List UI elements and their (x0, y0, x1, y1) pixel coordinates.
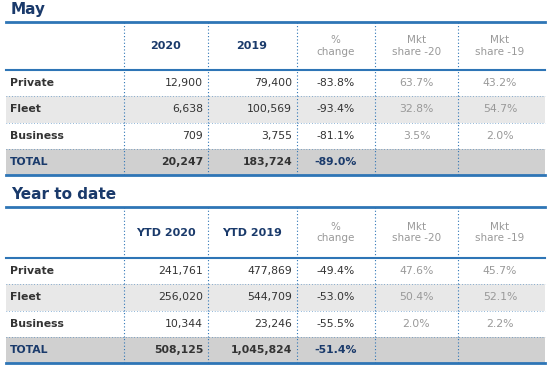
Text: TOTAL: TOTAL (10, 345, 48, 355)
Text: 3.5%: 3.5% (403, 131, 430, 141)
Text: 2019: 2019 (236, 41, 268, 51)
Text: -81.1%: -81.1% (316, 131, 355, 141)
Text: Mkt
share -19: Mkt share -19 (475, 222, 525, 243)
Text: 100,569: 100,569 (247, 105, 292, 114)
Text: 6,638: 6,638 (172, 105, 204, 114)
Text: -93.4%: -93.4% (316, 105, 355, 114)
Bar (6, 96, 544, 122)
Text: 63.7%: 63.7% (399, 78, 433, 88)
Text: %
change: % change (316, 35, 355, 57)
Bar (6, 310, 544, 337)
Text: 54.7%: 54.7% (483, 105, 517, 114)
Bar (6, 284, 544, 310)
Text: TOTAL: TOTAL (10, 157, 48, 167)
Text: 508,125: 508,125 (154, 345, 204, 355)
Text: Mkt
share -19: Mkt share -19 (475, 35, 525, 57)
Bar (6, 70, 544, 96)
Text: 2020: 2020 (151, 41, 182, 51)
Text: 79,400: 79,400 (254, 78, 292, 88)
Bar (6, 337, 544, 363)
Text: 45.7%: 45.7% (483, 266, 517, 276)
Text: 2.0%: 2.0% (403, 318, 430, 329)
Text: Private: Private (10, 78, 54, 88)
Bar (6, 122, 544, 149)
Text: 20,247: 20,247 (161, 157, 204, 167)
Text: 183,724: 183,724 (243, 157, 292, 167)
Text: 50.4%: 50.4% (399, 292, 434, 302)
Text: Fleet: Fleet (10, 105, 41, 114)
Bar (6, 258, 544, 284)
Text: -83.8%: -83.8% (316, 78, 355, 88)
Bar (6, 149, 544, 175)
Text: -51.4%: -51.4% (315, 345, 357, 355)
Text: Mkt
share -20: Mkt share -20 (392, 222, 441, 243)
Text: 1,045,824: 1,045,824 (231, 345, 292, 355)
Text: May: May (11, 2, 46, 17)
Text: 2.0%: 2.0% (486, 131, 514, 141)
Text: Business: Business (10, 318, 64, 329)
Text: 52.1%: 52.1% (483, 292, 517, 302)
Text: -89.0%: -89.0% (315, 157, 357, 167)
Text: Year to date: Year to date (11, 187, 116, 203)
Text: 47.6%: 47.6% (399, 266, 433, 276)
Text: 241,761: 241,761 (158, 266, 204, 276)
Text: 23,246: 23,246 (254, 318, 292, 329)
Text: 10,344: 10,344 (165, 318, 204, 329)
Text: Fleet: Fleet (10, 292, 41, 302)
Text: 43.2%: 43.2% (483, 78, 517, 88)
Text: 709: 709 (183, 131, 204, 141)
Text: 32.8%: 32.8% (399, 105, 433, 114)
Text: Private: Private (10, 266, 54, 276)
Text: 2.2%: 2.2% (486, 318, 514, 329)
Text: -55.5%: -55.5% (316, 318, 355, 329)
Text: 544,709: 544,709 (248, 292, 292, 302)
Text: Mkt
share -20: Mkt share -20 (392, 35, 441, 57)
Text: 256,020: 256,020 (158, 292, 204, 302)
Text: Business: Business (10, 131, 64, 141)
Text: -49.4%: -49.4% (316, 266, 355, 276)
Text: 12,900: 12,900 (165, 78, 204, 88)
Text: YTD 2020: YTD 2020 (136, 228, 196, 238)
Text: 3,755: 3,755 (261, 131, 292, 141)
Text: YTD 2019: YTD 2019 (222, 228, 282, 238)
Text: -53.0%: -53.0% (316, 292, 355, 302)
Text: 477,869: 477,869 (248, 266, 292, 276)
Text: %
change: % change (316, 222, 355, 243)
